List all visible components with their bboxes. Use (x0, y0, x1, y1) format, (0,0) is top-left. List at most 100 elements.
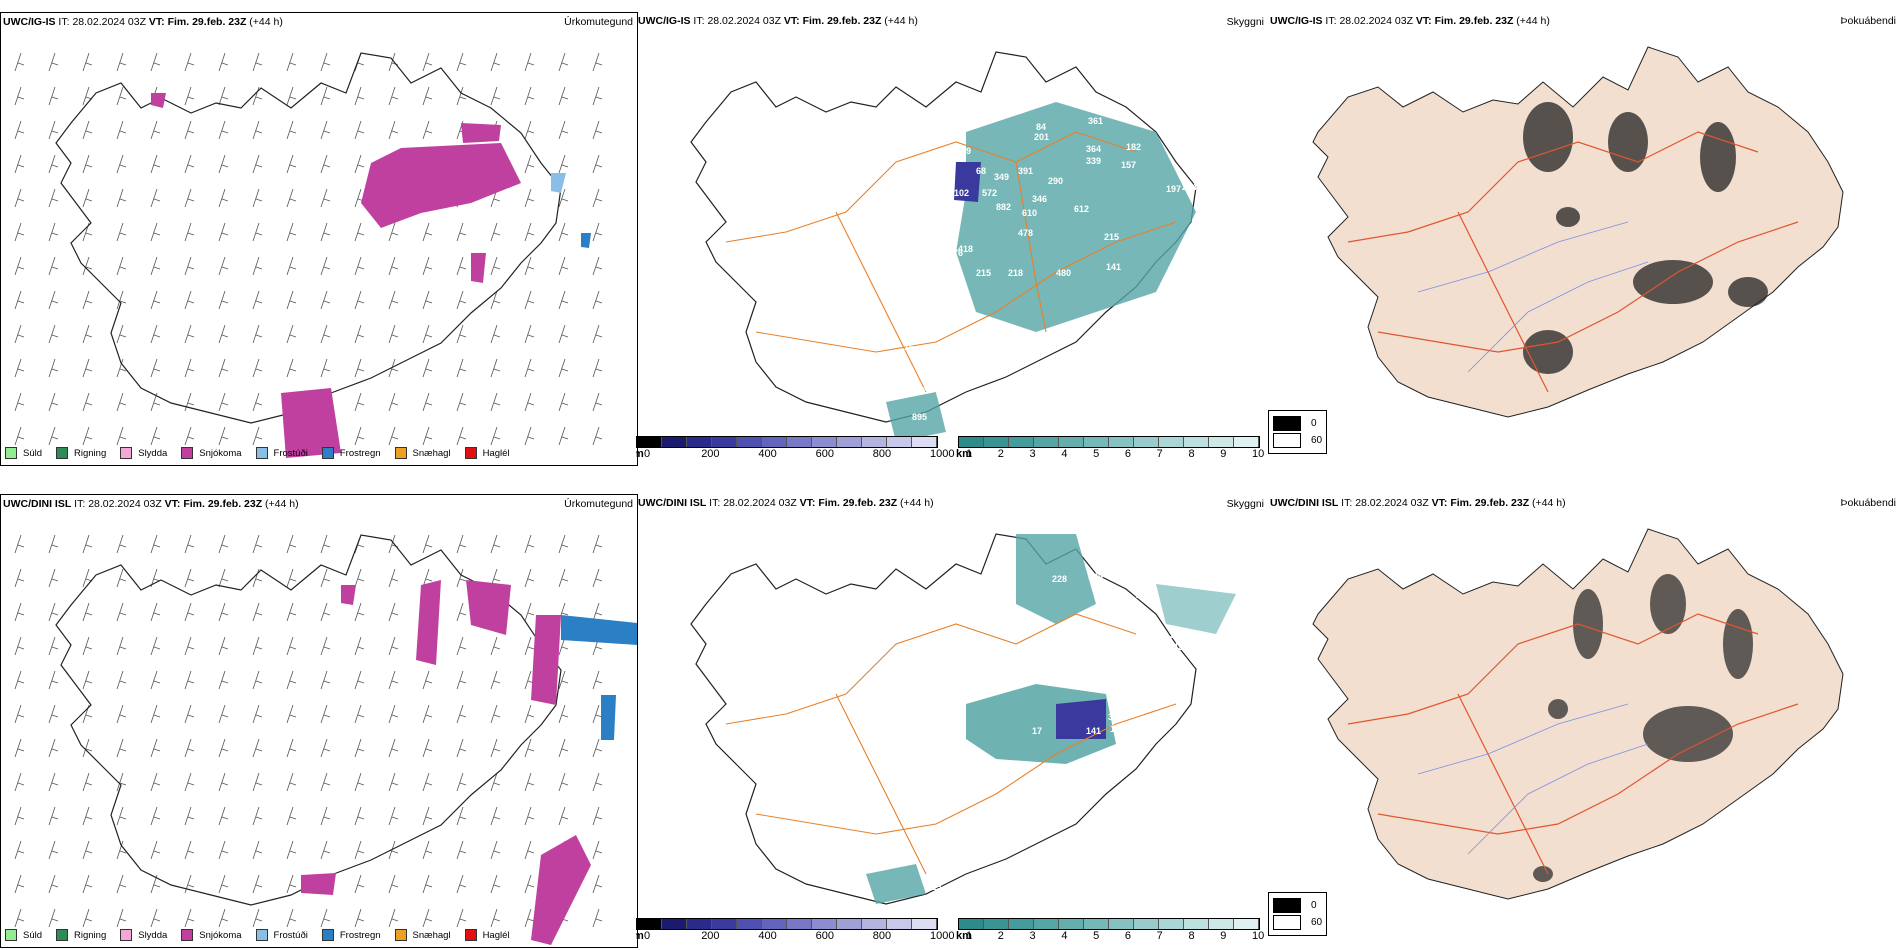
precip-map (14, 534, 637, 945)
wind-barb (456, 86, 467, 106)
wind-barb (524, 806, 535, 826)
color-scale-tick: 4 (1061, 930, 1068, 942)
wind-barb (354, 908, 365, 928)
wind-barb (320, 222, 331, 242)
wind-barb (524, 120, 535, 140)
wind-barb (388, 636, 399, 656)
wind-barb (422, 256, 433, 276)
wind-barb (184, 908, 195, 928)
wind-barb (218, 908, 229, 928)
wind-barb (320, 602, 331, 622)
wind-barb (116, 392, 127, 412)
wind-barb (286, 222, 297, 242)
wind-barb (252, 908, 263, 928)
wind-barb (150, 908, 161, 928)
legend-item: Frostúði (255, 929, 308, 941)
wind-barb (354, 840, 365, 860)
color-scale-bar (636, 918, 938, 930)
panel-title: UWC/DINI ISL IT: 28.02.2024 03Z VT: Fim.… (1270, 497, 1566, 509)
wind-barb (388, 120, 399, 140)
wind-barb (184, 772, 195, 792)
visibility-value-label: 882 (996, 202, 1011, 212)
wind-barb (422, 874, 433, 894)
wind-barb (558, 222, 569, 242)
wind-barb (116, 568, 127, 588)
wind-barb (286, 704, 297, 724)
wind-barb (150, 738, 161, 758)
color-scale-bar (958, 436, 1260, 448)
wind-barb (218, 738, 229, 758)
wind-barb (218, 290, 229, 310)
wind-barb (184, 392, 195, 412)
color-scale-step (637, 919, 662, 929)
visibility-value-label: 391 (1018, 166, 1033, 176)
wind-barb (524, 874, 535, 894)
wind-barb (252, 602, 263, 622)
fog-swatch (1273, 898, 1301, 913)
wind-barb (252, 188, 263, 208)
panel-title: UWC/IG-IS IT: 28.02.2024 03Z VT: Fim. 29… (3, 16, 283, 28)
precip-legend: Súld Rigning Slydda Snjókoma Frostúði Fr… (5, 929, 510, 941)
wind-barb (252, 324, 263, 344)
wind-barb (48, 324, 59, 344)
wind-barb (354, 738, 365, 758)
wind-barb (116, 636, 127, 656)
legend-swatch (255, 447, 268, 459)
wind-barb (116, 52, 127, 72)
visibility-value-label: 141 (1086, 726, 1101, 736)
precip-panel-bottom: UWC/DINI ISL IT: 28.02.2024 03Z VT: Fim.… (0, 494, 638, 948)
wind-barb (116, 772, 127, 792)
wind-barb (320, 738, 331, 758)
wind-barb (14, 602, 25, 622)
wind-barb (14, 290, 25, 310)
wind-barb (286, 256, 297, 276)
wind-barb (218, 392, 229, 412)
wind-barb (320, 188, 331, 208)
wind-barb (252, 738, 263, 758)
wind-barb (354, 290, 365, 310)
wind-barb (592, 188, 603, 208)
color-scale-step (959, 437, 984, 447)
wind-barb (14, 256, 25, 276)
wind-barb (422, 568, 433, 588)
color-scale-tick: 2 (997, 930, 1004, 942)
visibility-value-label: 102 (954, 188, 969, 198)
wind-barb (524, 154, 535, 174)
wind-barb (150, 670, 161, 690)
wind-barb (320, 568, 331, 588)
wind-barb (116, 426, 127, 446)
color-scale-step (1034, 919, 1059, 929)
visibility-value-label: 294 (1182, 182, 1197, 192)
wind-barb (82, 908, 93, 928)
visibility-value-label: 84 (1036, 122, 1046, 132)
wind-barb (218, 188, 229, 208)
legend-swatch (5, 929, 17, 941)
visibility-value-label: 322 (1170, 630, 1185, 640)
wind-barb (456, 426, 467, 446)
visibility-panel-bottom: UWC/DINI ISL IT: 28.02.2024 03Z VT: Fim.… (636, 494, 1268, 946)
wind-barb (116, 806, 127, 826)
color-scale-step (712, 919, 737, 929)
wind-barb (388, 256, 399, 276)
wind-barb (252, 52, 263, 72)
visibility-value-label: 478 (1018, 228, 1033, 238)
wind-barb (82, 602, 93, 622)
wind-barb (456, 534, 467, 554)
color-scale-tick: 5 (1093, 930, 1100, 942)
visibility-value-label: 572 (982, 188, 997, 198)
visibility-value-label: 218 (1008, 268, 1023, 278)
wind-barb (252, 772, 263, 792)
color-scale-tick: 6 (1124, 448, 1131, 460)
wind-barb (592, 908, 603, 928)
wind-barb (150, 256, 161, 276)
wind-barb (116, 670, 127, 690)
wind-barb (82, 670, 93, 690)
wind-barb (218, 222, 229, 242)
color-scale-step (737, 919, 762, 929)
legend-item: Snjókoma (181, 447, 242, 459)
wind-barb (82, 636, 93, 656)
wind-barb (558, 188, 569, 208)
color-scale-tick: 10 (1252, 448, 1265, 460)
fog-legend-row: 0 (1273, 416, 1322, 431)
wind-barb (592, 256, 603, 276)
